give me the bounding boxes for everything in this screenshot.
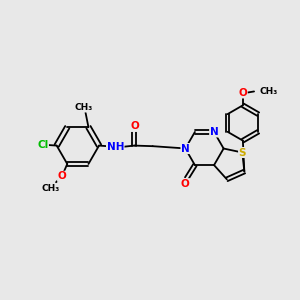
Text: N: N	[210, 127, 218, 137]
Text: CH₃: CH₃	[260, 87, 278, 96]
Text: O: O	[58, 171, 66, 181]
Text: NH: NH	[106, 142, 124, 152]
Text: Cl: Cl	[37, 140, 48, 150]
Text: CH₃: CH₃	[41, 184, 59, 193]
Text: O: O	[130, 122, 139, 131]
Text: S: S	[238, 148, 246, 158]
Text: O: O	[238, 88, 247, 98]
Text: N: N	[181, 143, 190, 154]
Text: O: O	[181, 179, 190, 189]
Text: CH₃: CH₃	[75, 103, 93, 112]
